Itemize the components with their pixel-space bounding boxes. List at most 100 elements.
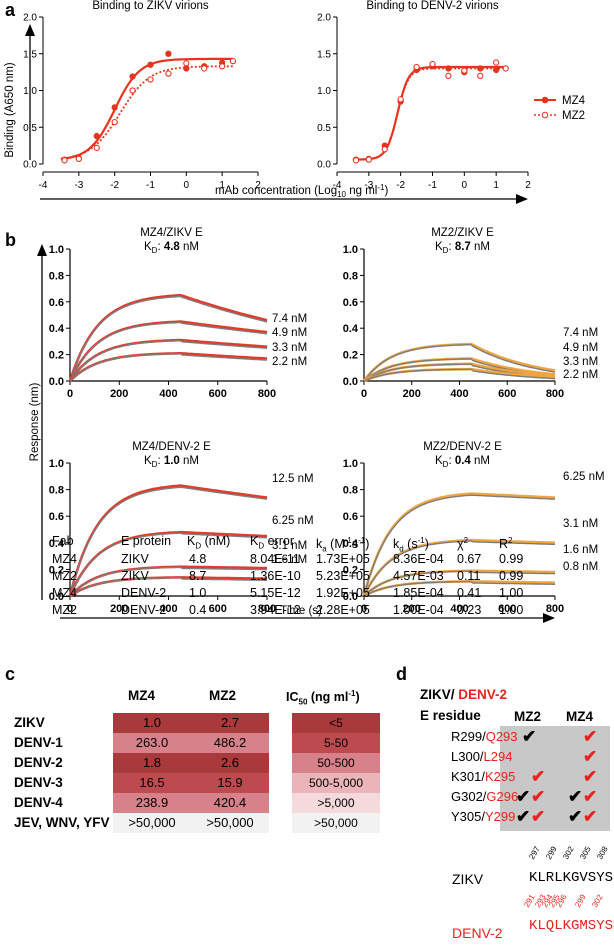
table-cell: MZ4 (52, 586, 77, 600)
b-yarrow-head (37, 244, 47, 256)
b4-conc-label: 0.8 nM (563, 561, 598, 573)
heatmap-cell-mz4: 238.9 (113, 793, 191, 813)
b2-x-tick-label: 600 (498, 388, 516, 400)
heatmap-row-label: DENV-4 (14, 795, 63, 810)
b2-x-tick-label: 800 (546, 388, 564, 400)
heatmap-cell-mz2: 2.6 (191, 753, 269, 773)
residue-title: ZIKV/ DENV-2 (420, 687, 508, 702)
b1-fit-curve (68, 293, 268, 382)
a1-point-mz2 (183, 60, 190, 67)
b4-x-tick-label: 600 (498, 603, 516, 615)
b2-data-curve (363, 343, 556, 382)
zikv-sequence: KLRLKGVSYSLC (529, 870, 614, 886)
b3-y-tick-label: 0.4 (49, 538, 65, 550)
b1-y-tick-label: 0.0 (49, 376, 64, 388)
a1-point-mz2 (111, 118, 118, 126)
panel-letter-b: b (5, 230, 16, 250)
table-cell: 1.00E-04 (393, 603, 444, 617)
ic50-legend-cell: >50,000 (292, 813, 380, 833)
residue-label: Y305/Y299 (451, 809, 516, 824)
residue-subtitle: E residue (420, 708, 481, 723)
table-cell: 0.4 (189, 603, 207, 617)
table-cell: ZIKV (121, 552, 149, 566)
b2-conc-label: 7.4 nM (563, 327, 598, 339)
denv-sequence: KLQLKGMSYSMC (529, 918, 614, 934)
a2-point-mz2 (461, 67, 468, 74)
a1-title: Binding to ZIKV virions (92, 0, 209, 12)
panel-letter-a: a (5, 0, 16, 20)
b1-kd: KD: 4.8 nM (144, 241, 199, 255)
table-cell: 8.04E-11 (250, 552, 300, 566)
b3-conc-label: 12.5 nM (272, 473, 314, 485)
residue-label: K301/K295 (451, 769, 516, 784)
a2-fit-mz4 (352, 65, 506, 161)
a2-x-tick-label: 1 (493, 180, 499, 191)
table-cell: MZ4 (52, 552, 77, 566)
b4-y-tick-label: 0.2 (343, 564, 358, 576)
check-mz2-icon: ✔ (516, 787, 531, 806)
a1-x-tick-label: -2 (110, 180, 119, 191)
table-cell: MZ2 (52, 603, 77, 617)
b3-data-curve (69, 577, 267, 597)
b4-y-tick-label: 0.0 (343, 591, 358, 603)
b1-x-tick-label: 600 (209, 388, 227, 400)
b3-conc-label: 3.1 nM (272, 540, 307, 552)
b3-data-curve (69, 486, 268, 597)
b2-x-tick-label: 0 (361, 388, 367, 400)
panel-letter-d: d (396, 664, 407, 684)
table-header-ka: ka (M-1s-1) (316, 536, 370, 554)
residue-label: G302/G296 (451, 789, 519, 804)
b1-fit-curve (69, 352, 268, 382)
heatmap-cell-mz2: 2.7 (191, 713, 269, 733)
a2-y-tick-label: 0.0 (317, 160, 331, 171)
zikv-seq-label: ZIKV (452, 871, 484, 887)
table-cell: 0.11 (457, 569, 481, 583)
b2-y-tick-label: 0.0 (343, 376, 358, 388)
b1-conc-label: 4.9 nM (272, 327, 307, 339)
heatmap-row-label: JEV, WNV, YFV (14, 815, 110, 830)
b4-fit-curve (362, 492, 556, 597)
b3-data-curve (69, 532, 267, 597)
table-cell: 0.41 (457, 586, 482, 600)
a-xlabel: mAb concentration (Log10 ng ml-1) (215, 183, 388, 199)
table-cell: DENV-2 (121, 603, 167, 617)
table-header-kd2: kd (s-1) (393, 536, 429, 554)
check-mz2-icon: ✔ (516, 807, 531, 826)
heatmap-row-label: DENV-1 (14, 735, 63, 750)
b1-x-tick-label: 0 (67, 388, 73, 400)
b-xarrow-head (543, 613, 555, 623)
table-cell: 4.8 (189, 552, 207, 566)
a2-point-mz2 (429, 60, 436, 68)
b4-data-curve (363, 570, 556, 597)
a1-x-tick-label: -4 (39, 180, 48, 191)
b2-data-curve (363, 368, 556, 382)
check-mz4-icon: ✔ (583, 787, 598, 806)
b4-x-tick-label: 200 (403, 603, 421, 615)
a2-point-mz2 (413, 63, 420, 71)
b3-fit-curve (69, 565, 268, 597)
b3-y-tick-label: 1.0 (49, 458, 64, 470)
a1-point-mz4 (93, 132, 100, 140)
b3-conc-label: 1.6 nM (272, 554, 307, 566)
a2-y-tick-label: 2.0 (317, 13, 331, 24)
a1-point-mz4 (147, 61, 154, 68)
b1-y-tick-label: 0.8 (49, 270, 64, 282)
a1-x-tick-label: -3 (74, 180, 83, 191)
a2-point-mz2 (502, 65, 509, 72)
table-cell: 3.94E-12 (250, 603, 301, 617)
a2-x-tick-label: 2 (525, 180, 531, 191)
b1-conc-label: 7.4 nM (272, 313, 307, 325)
b1-y-tick-label: 0.6 (49, 297, 64, 309)
b1-x-tick-label: 200 (110, 388, 128, 400)
b3-y-tick-label: 0.6 (49, 511, 64, 523)
panel-letter-c: c (5, 664, 16, 684)
a1-point-mz2 (75, 155, 82, 163)
ic50-legend-cell: 5-50 (292, 733, 380, 753)
table-header-eprotein: E protein (121, 534, 172, 548)
table-cell: 1.00 (499, 603, 524, 617)
b2-y-tick-label: 0.4 (343, 323, 359, 335)
check-mz4-icon: ✔ (583, 807, 598, 826)
table-cell: 0.99 (499, 569, 524, 583)
a2-x-tick-label: -3 (364, 180, 373, 191)
residue-label: L300/L294 (451, 749, 513, 764)
